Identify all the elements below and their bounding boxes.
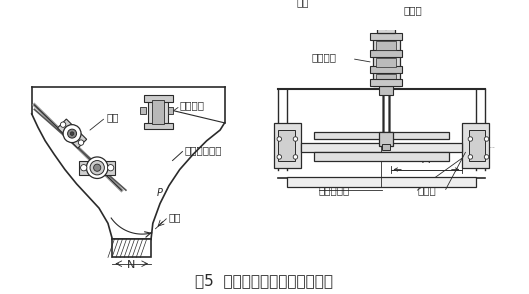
Bar [113, 240, 151, 258]
Text: N: N [127, 260, 135, 270]
Bar [462, 123, 489, 168]
Bar [370, 33, 402, 40]
Bar [370, 50, 402, 57]
Circle shape [484, 137, 489, 141]
Circle shape [68, 129, 77, 138]
Bar [287, 177, 476, 188]
Circle shape [468, 137, 472, 141]
Circle shape [63, 125, 81, 143]
Circle shape [78, 140, 84, 145]
Circle shape [293, 137, 298, 141]
Text: 短轴: 短轴 [296, 0, 309, 7]
Bar [377, 19, 395, 33]
Bar [140, 107, 145, 114]
Text: 三级气缸: 三级气缸 [312, 52, 337, 62]
Bar [152, 100, 165, 124]
Bar [469, 130, 485, 161]
Text: M: M [422, 155, 431, 165]
Circle shape [70, 132, 74, 136]
Text: 物料: 物料 [169, 212, 181, 222]
Circle shape [382, 22, 390, 30]
Bar [370, 79, 402, 86]
Polygon shape [58, 119, 87, 148]
Text: 气动阀门: 气动阀门 [180, 100, 205, 110]
Bar [314, 132, 449, 139]
Bar [376, 41, 396, 51]
Bar [314, 152, 449, 161]
Text: 轴承: 轴承 [106, 113, 118, 123]
Circle shape [293, 155, 298, 159]
Polygon shape [79, 161, 115, 175]
Bar [274, 123, 301, 168]
Circle shape [277, 155, 281, 159]
Text: P: P [157, 188, 163, 198]
Bar [372, 37, 399, 86]
Bar [278, 12, 485, 16]
Bar [168, 107, 174, 114]
Bar [144, 95, 172, 102]
Circle shape [468, 155, 472, 159]
Bar [148, 96, 168, 127]
Text: 可调节螺母: 可调节螺母 [319, 185, 350, 195]
Bar [376, 58, 396, 67]
Circle shape [86, 157, 108, 178]
Text: 阀门轴: 阀门轴 [417, 185, 436, 195]
Bar [382, 144, 390, 150]
Circle shape [94, 164, 101, 171]
Bar [144, 123, 172, 129]
Text: 单耳座: 单耳座 [404, 5, 423, 15]
Bar [376, 74, 396, 83]
Bar [370, 66, 402, 73]
Bar [379, 86, 393, 95]
Text: 图5  老式加料机构的结构示意图: 图5 老式加料机构的结构示意图 [195, 273, 333, 288]
Circle shape [384, 24, 388, 28]
Circle shape [60, 122, 66, 127]
Circle shape [90, 161, 104, 175]
Text: 阀门关闭方向: 阀门关闭方向 [184, 145, 222, 155]
Circle shape [277, 137, 281, 141]
Circle shape [107, 165, 114, 171]
Circle shape [484, 155, 489, 159]
Bar [278, 130, 295, 161]
Bar [301, 143, 462, 152]
Bar [379, 132, 393, 146]
Circle shape [80, 165, 87, 171]
